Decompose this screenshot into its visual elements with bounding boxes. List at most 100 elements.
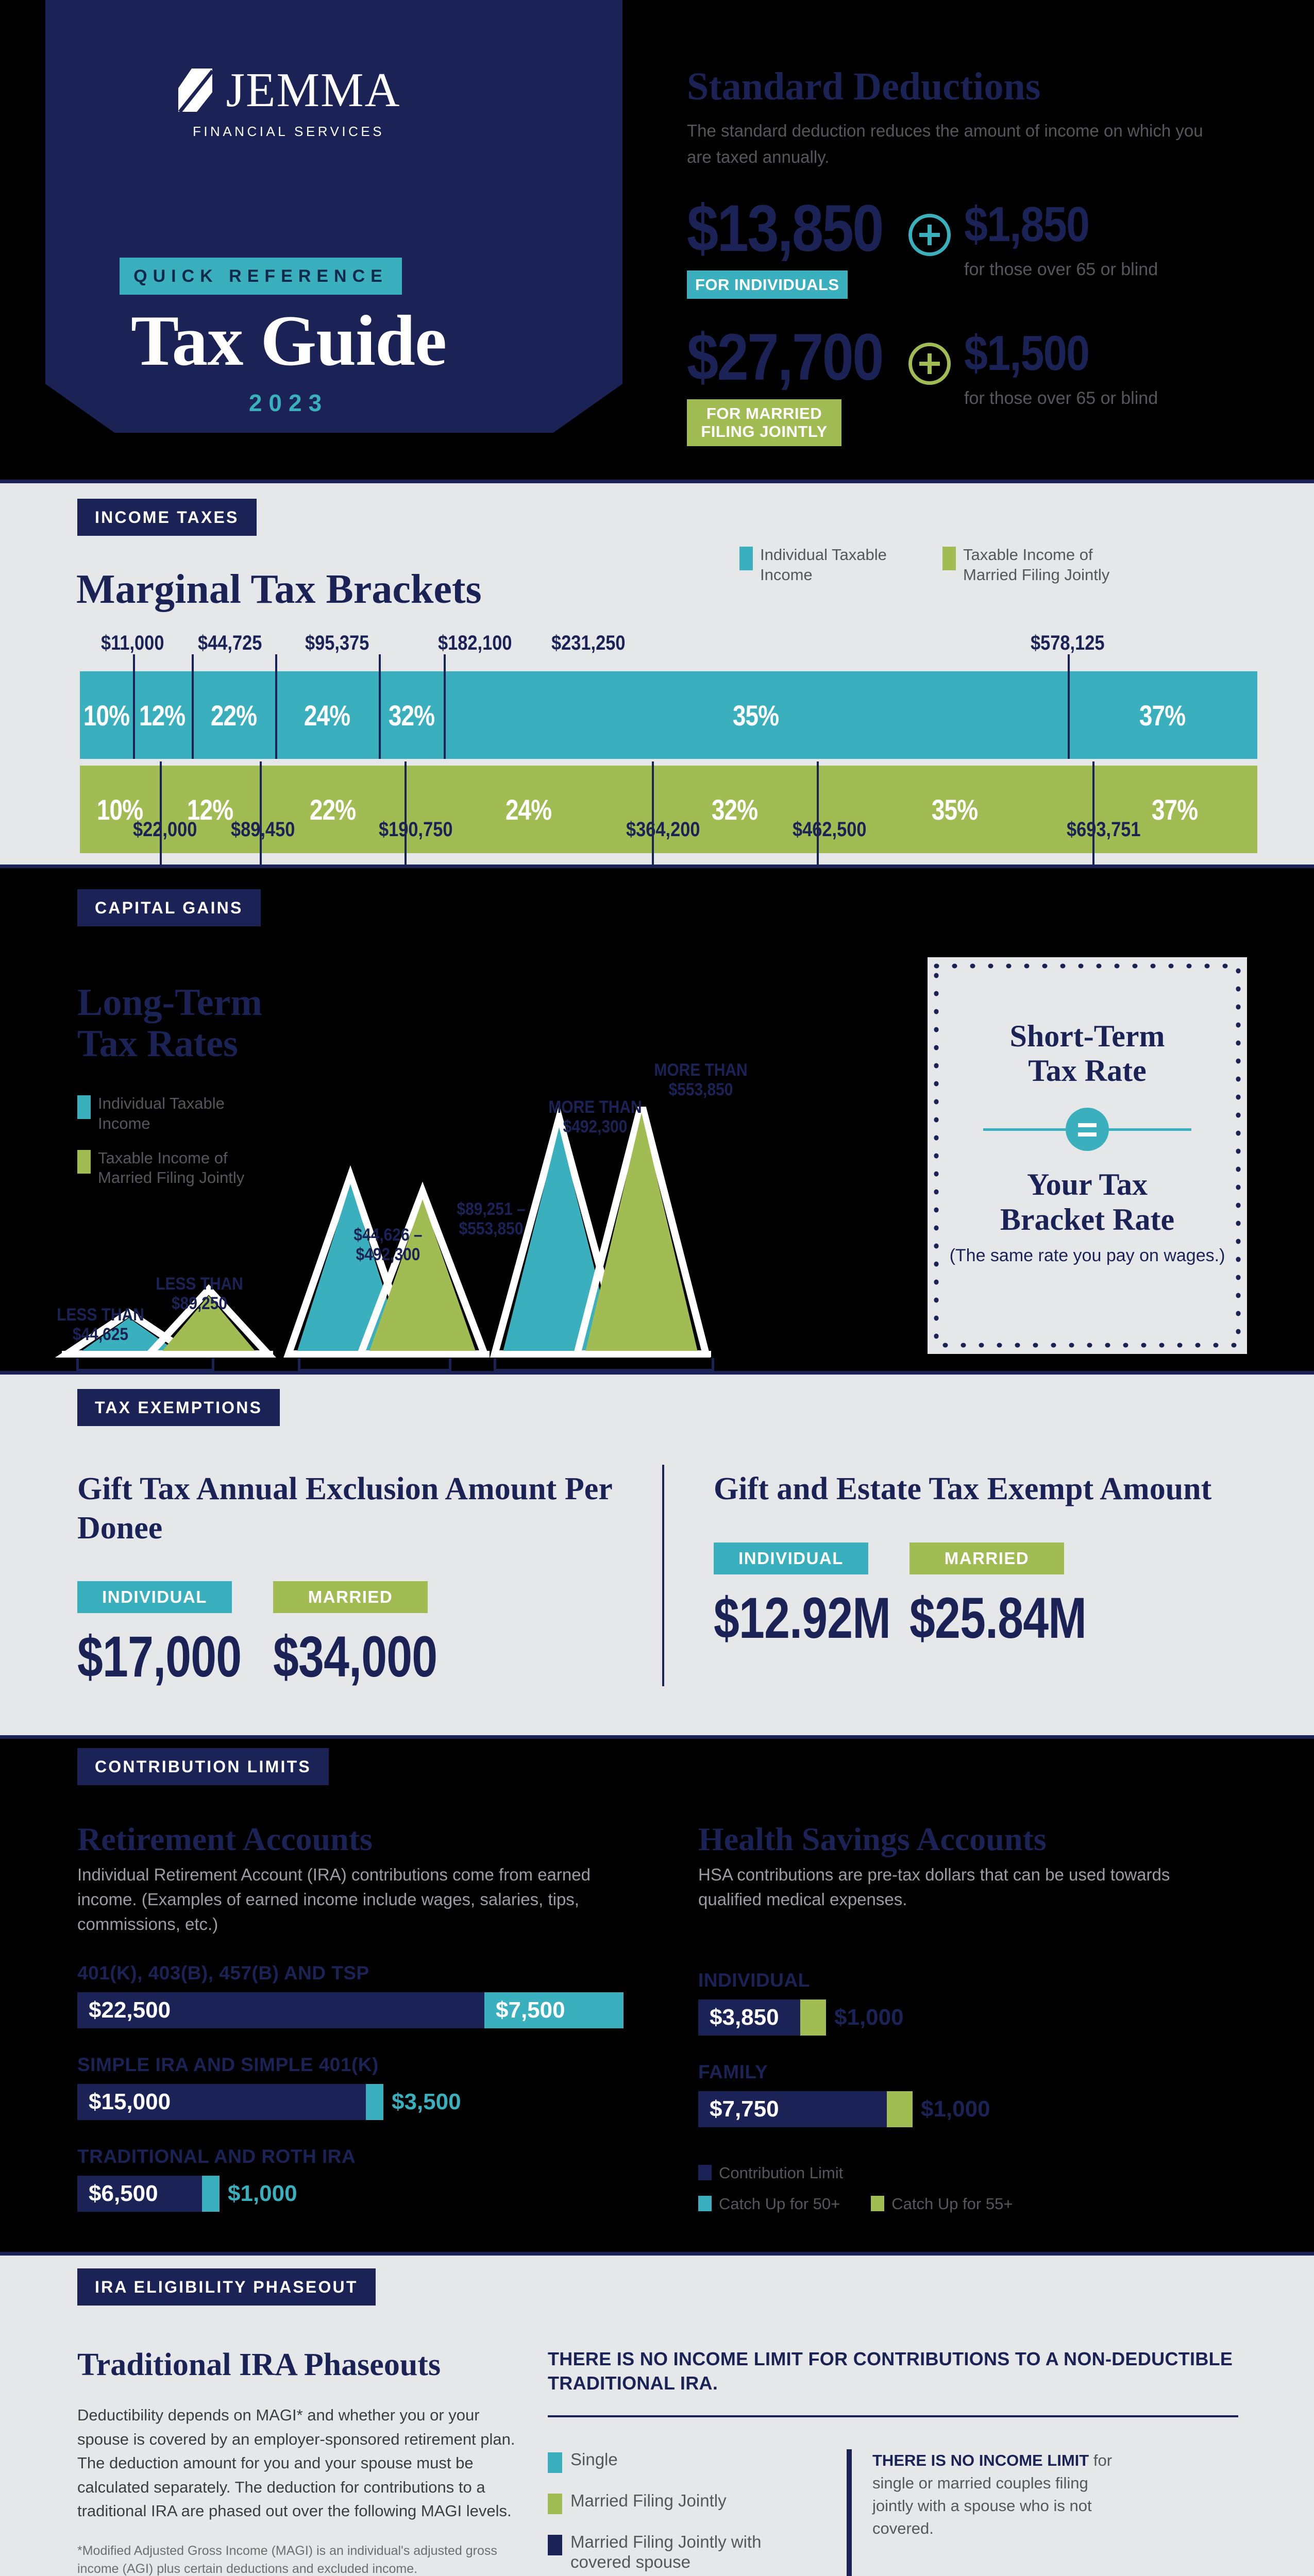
- gift-tax-individual-tag: INDIVIDUAL: [77, 1581, 232, 1614]
- plus-icon-individual: [908, 214, 951, 256]
- ira-legend-swatch-mfj-icon: [548, 2493, 562, 2514]
- logo-wordmark: JEMMA: [226, 63, 401, 117]
- bracket-threshold-i-0: $11,000: [101, 632, 164, 654]
- rate-i-6: 37%: [1139, 699, 1186, 732]
- rate-i-2: 22%: [210, 699, 257, 732]
- standard-deduction-row-individual: $13,850 FOR INDIVIDUALS $1,850 for those…: [687, 196, 1158, 299]
- short-term-line2: Tax Rate: [1028, 1054, 1147, 1088]
- section-divider-2: [0, 865, 1314, 868]
- cg-axis-bracket-2: [494, 1358, 714, 1371]
- rate-i-4: 32%: [388, 699, 434, 732]
- ira-legend-swatch-single-icon: [548, 2452, 562, 2473]
- retirement-row-401k-catchup: $7,500: [484, 1992, 624, 2028]
- hsa-legend-swatch-green2-icon: [871, 2196, 885, 2212]
- cg-axis-bracket-0: [76, 1358, 214, 1371]
- kicker-contribution-limits: CONTRIBUTION LIMITS: [77, 1748, 329, 1785]
- retirement-row-simple-limit: $15,000: [77, 2083, 366, 2120]
- section-divider-5: [0, 2252, 1314, 2256]
- cg-label-m-2-text: MORE THAN $553,850: [654, 1060, 748, 1100]
- divider-i-2: [275, 654, 277, 759]
- marginal-bar-individual: 10% 12% 22% 24% 32% 35% 37%: [80, 671, 1257, 759]
- ira-legend-swatch-mfj-covered-icon: [548, 2534, 562, 2555]
- short-term-line4: Bracket Rate: [1000, 1202, 1175, 1236]
- ira-note-bold: THERE IS NO INCOME LIMIT: [872, 2451, 1089, 2469]
- section-divider-3: [0, 1371, 1314, 1375]
- retirement-row-401k: 401(K), 403(B), 457(B) AND TSP $22,500 $…: [77, 1962, 644, 2028]
- cg-label-m-1: $89,251 – $553,850: [439, 1199, 543, 1239]
- short-term-line3: Your Tax: [1026, 1167, 1148, 1202]
- retirement-accounts-description: Individual Retirement Account (IRA) cont…: [77, 1865, 591, 1934]
- estate-tax-married-tag: MARRIED: [909, 1542, 1064, 1574]
- hsa-legend-swatch-teal-icon: [698, 2196, 712, 2212]
- divider-m-1: [260, 761, 262, 865]
- cg-legend-item-individual: Individual Taxable Income: [77, 1094, 247, 1134]
- ira-legend-single: Single: [548, 2449, 847, 2473]
- retirement-row-ira-catchup-bar: [202, 2175, 220, 2212]
- rate-m-5: 35%: [931, 793, 978, 826]
- divider-m-0: [160, 761, 162, 865]
- hsa-legend-item-catch50: Catch Up for 50+: [698, 2194, 840, 2214]
- rate-m-4: 32%: [711, 793, 758, 826]
- divider-i-1: [192, 654, 194, 759]
- estate-tax-exempt-block: Gift and Estate Tax Exempt Amount INDIVI…: [714, 1470, 1265, 1651]
- cg-label-i-0-text: LESS THAN $44,625: [57, 1305, 144, 1345]
- quick-reference-label: QUICK REFERENCE: [133, 266, 388, 286]
- deduction-extra-note-married: for those over 65 or blind: [964, 388, 1158, 408]
- deduction-extra-individual: $1,850 for those over 65 or blind: [964, 191, 1158, 281]
- rate-i-1: 12%: [139, 699, 186, 732]
- retirement-row-ira-limit: $6,500: [77, 2175, 202, 2212]
- standard-deductions-heading: Standard Deductions: [687, 65, 1041, 108]
- kicker-contribution-limits-label: CONTRIBUTION LIMITS: [95, 1757, 311, 1776]
- plus-icon-married: [908, 343, 951, 385]
- cg-label-m-2: MORE THAN $553,850: [644, 1060, 757, 1099]
- deduction-tag-individual: FOR INDIVIDUALS: [687, 270, 848, 299]
- deduction-extra-amount-married: $1,500: [964, 326, 1090, 381]
- bracket-threshold-m-0: $22,000: [133, 818, 197, 841]
- ira-legend-mfj-covered: Married Filing Jointly with covered spou…: [548, 2532, 847, 2572]
- rate-i-0: 10%: [83, 699, 130, 732]
- equals-icon: [1066, 1108, 1109, 1151]
- gift-tax-married: MARRIED $34,000: [273, 1581, 453, 1690]
- year-label: 2023: [248, 389, 329, 416]
- kicker-income-taxes-label: INCOME TAXES: [95, 507, 239, 527]
- kicker-capital-gains: CAPITAL GAINS: [77, 889, 261, 926]
- deduction-amount-married: $27,700: [687, 320, 884, 394]
- ira-legend-mfj: Married Filing Jointly: [548, 2490, 847, 2514]
- hsa-row-family-catchup-bar: [887, 2091, 913, 2127]
- divider-m-3: [652, 761, 654, 865]
- retirement-row-401k-label: 401(K), 403(B), 457(B) AND TSP: [77, 1962, 369, 1984]
- retirement-row-simple-catchup-bar: [366, 2083, 383, 2120]
- gift-tax-exclusion-title: Gift Tax Annual Exclusion Amount Per Don…: [77, 1471, 612, 1546]
- income-taxes-legend: Individual Taxable Income Taxable Income…: [739, 545, 1133, 585]
- retirement-row-401k-limit: $22,500: [77, 1992, 484, 2028]
- cg-legend-label-married: Taxable Income of Married Filing Jointly: [98, 1148, 245, 1187]
- hsa-row-family-label: FAMILY: [698, 2061, 768, 2082]
- section-divider: [0, 480, 1314, 483]
- hsa-description: HSA contributions are pre-tax dollars th…: [698, 1865, 1170, 1909]
- gift-tax-married-value: $34,000: [273, 1624, 437, 1689]
- ira-eligibility-section: IRA ELIGIBILITY PHASEOUT Traditional IRA…: [0, 2252, 1314, 2576]
- income-taxes-section: INCOME TAXES Marginal Tax Brackets Indiv…: [0, 480, 1314, 865]
- retirement-row-simple-catchup: $3,500: [383, 2084, 461, 2120]
- traditional-ira-body: Deductibility depends on MAGI* and wheth…: [77, 2406, 515, 2520]
- retirement-row-401k-catchup-value: $7,500: [496, 1997, 565, 2023]
- divider-i-3: [379, 654, 381, 759]
- hsa-row-family-catchup: $1,000: [913, 2091, 990, 2127]
- hsa-legend-item-limit: Contribution Limit: [698, 2163, 1255, 2183]
- retirement-row-ira-catchup-value: $1,000: [228, 2180, 297, 2206]
- bracket-threshold-m-5: $693,751: [1067, 818, 1141, 841]
- quick-reference-badge: QUICK REFERENCE: [120, 258, 402, 295]
- ira-right-column: THERE IS NO INCOME LIMIT FOR CONTRIBUTIO…: [548, 2347, 1238, 2576]
- rate-m-3: 24%: [505, 793, 552, 826]
- retirement-row-ira: TRADITIONAL AND ROTH IRA $6,500 $1,000: [77, 2146, 644, 2212]
- retirement-row-simple-catchup-value: $3,500: [392, 2089, 461, 2114]
- cg-axis-bracket-1: [298, 1358, 451, 1371]
- estate-tax-individual-value: $12.92M: [714, 1585, 891, 1650]
- tax-exemptions-section: TAX EXEMPTIONS Gift Tax Annual Exclusion…: [0, 1371, 1314, 1735]
- bracket-threshold-i-5: $578,125: [1031, 632, 1105, 654]
- ira-legend-label-single: Single: [570, 2449, 618, 2469]
- hsa-legend-label-catch50: Catch Up for 50+: [719, 2195, 840, 2213]
- deduction-extra-married: $1,500 for those over 65 or blind: [964, 320, 1158, 410]
- deduction-extra-amount-individual: $1,850: [964, 197, 1090, 252]
